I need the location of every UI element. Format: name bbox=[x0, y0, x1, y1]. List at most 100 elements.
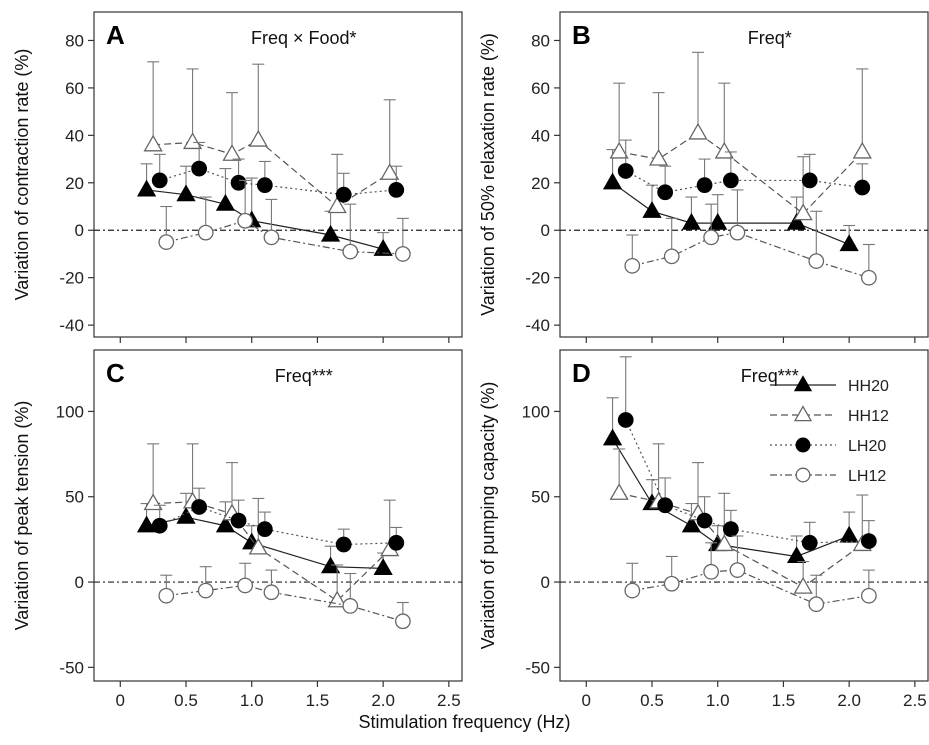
data-point bbox=[714, 534, 734, 552]
data-point bbox=[786, 546, 807, 564]
data-point bbox=[327, 196, 347, 214]
data-point bbox=[237, 577, 254, 594]
data-point bbox=[176, 506, 196, 524]
data-point bbox=[860, 587, 877, 604]
data-point bbox=[839, 234, 859, 252]
data-point bbox=[602, 428, 623, 446]
data-point bbox=[136, 515, 157, 533]
x-tick-label: 0.5 bbox=[174, 691, 198, 710]
y-tick-label: -20 bbox=[525, 269, 550, 288]
y-tick-label: 80 bbox=[65, 31, 84, 50]
plot-frame bbox=[93, 349, 463, 682]
data-point bbox=[642, 201, 662, 218]
data-point bbox=[388, 182, 405, 198]
data-point bbox=[722, 172, 739, 189]
data-point bbox=[248, 537, 268, 555]
data-point bbox=[688, 122, 708, 140]
series-line bbox=[153, 501, 391, 602]
panel-letter: D bbox=[572, 358, 591, 388]
data-point bbox=[801, 172, 818, 189]
panel-letter: A bbox=[106, 20, 125, 50]
data-point bbox=[335, 536, 352, 553]
y-tick-label: 100 bbox=[522, 402, 550, 421]
data-point bbox=[860, 533, 877, 549]
data-point bbox=[696, 512, 713, 529]
panel-b: -40 -20 0 20 40 60 80 Variation of 50% relaxati… bbox=[478, 11, 929, 343]
data-point bbox=[609, 483, 629, 500]
plot-frame bbox=[559, 11, 929, 338]
data-point bbox=[663, 248, 680, 265]
data-point bbox=[852, 141, 872, 159]
series-lh20 bbox=[151, 141, 405, 203]
data-point bbox=[215, 515, 236, 533]
x-tick-label: 1.5 bbox=[772, 691, 796, 710]
data-point bbox=[143, 134, 163, 152]
x-tick-label: 1.0 bbox=[240, 691, 264, 710]
series-line bbox=[612, 182, 850, 246]
series-lh12 bbox=[158, 179, 411, 262]
y-axis-label: Variation of pumping capacity (%) bbox=[478, 382, 498, 650]
panel-letter: B bbox=[572, 20, 591, 50]
data-point bbox=[335, 186, 352, 203]
data-point bbox=[624, 257, 641, 274]
y-tick-label: -50 bbox=[59, 658, 84, 677]
data-point bbox=[394, 613, 411, 630]
legend-marker bbox=[793, 405, 813, 422]
series-hh20 bbox=[136, 163, 393, 256]
y-tick-label: 50 bbox=[65, 488, 84, 507]
series-hh20 bbox=[602, 397, 859, 564]
series-lh12 bbox=[624, 189, 877, 286]
y-tick-label: 0 bbox=[75, 573, 84, 592]
y-tick-label: -20 bbox=[59, 269, 84, 288]
series-lh20 bbox=[617, 139, 871, 201]
data-point bbox=[230, 174, 247, 191]
data-point bbox=[197, 582, 214, 599]
x-tick-label: 0.5 bbox=[640, 691, 664, 710]
stat-annotation: Freq × Food* bbox=[251, 28, 357, 48]
stat-annotation: Freq*** bbox=[275, 366, 333, 386]
x-tick-label: 1.0 bbox=[706, 691, 730, 710]
data-point bbox=[663, 575, 680, 592]
data-point bbox=[136, 179, 157, 197]
data-point bbox=[801, 534, 818, 551]
y-tick-label: 20 bbox=[65, 174, 84, 193]
legend-label: HH12 bbox=[848, 408, 889, 425]
y-tick-label: -40 bbox=[525, 316, 550, 335]
y-tick-label: 40 bbox=[65, 126, 84, 145]
legend-marker bbox=[793, 375, 813, 392]
data-point bbox=[617, 412, 634, 428]
data-point bbox=[158, 587, 175, 604]
x-tick-label: 2.0 bbox=[371, 691, 395, 710]
data-point bbox=[263, 229, 280, 246]
data-point bbox=[617, 163, 634, 179]
x-tick-label: 2.5 bbox=[903, 691, 927, 710]
data-point bbox=[215, 193, 236, 211]
data-point bbox=[786, 212, 807, 230]
shared-x-axis-label: Stimulation frequency (Hz) bbox=[358, 712, 571, 732]
data-point bbox=[320, 224, 341, 242]
series-lh12 bbox=[624, 535, 877, 613]
data-point bbox=[191, 499, 208, 515]
panel-c: -50 0 50 100 0 0.5 1.0 1.5 2.0 2.5 Variation of pe… bbox=[12, 349, 463, 710]
data-point bbox=[839, 525, 859, 543]
data-point bbox=[158, 234, 175, 250]
data-point bbox=[388, 534, 405, 551]
data-point bbox=[860, 269, 877, 286]
y-axis-label: Variation of contraction rate (%) bbox=[12, 49, 32, 301]
data-point bbox=[248, 129, 268, 147]
data-point bbox=[263, 584, 280, 601]
data-point bbox=[703, 229, 720, 246]
data-point bbox=[176, 184, 196, 202]
panel-a: -40 -20 0 20 40 60 80 Variation of contraction … bbox=[12, 11, 463, 343]
y-tick-label: -40 bbox=[59, 316, 84, 335]
series-line bbox=[625, 419, 869, 544]
data-point bbox=[729, 562, 746, 578]
series-lh20 bbox=[617, 356, 877, 551]
y-tick-label: -50 bbox=[525, 658, 550, 677]
legend-label: LH20 bbox=[848, 438, 886, 455]
data-point bbox=[854, 179, 871, 196]
data-point bbox=[373, 238, 393, 256]
y-tick-label: 0 bbox=[75, 221, 84, 240]
data-point bbox=[237, 212, 254, 229]
